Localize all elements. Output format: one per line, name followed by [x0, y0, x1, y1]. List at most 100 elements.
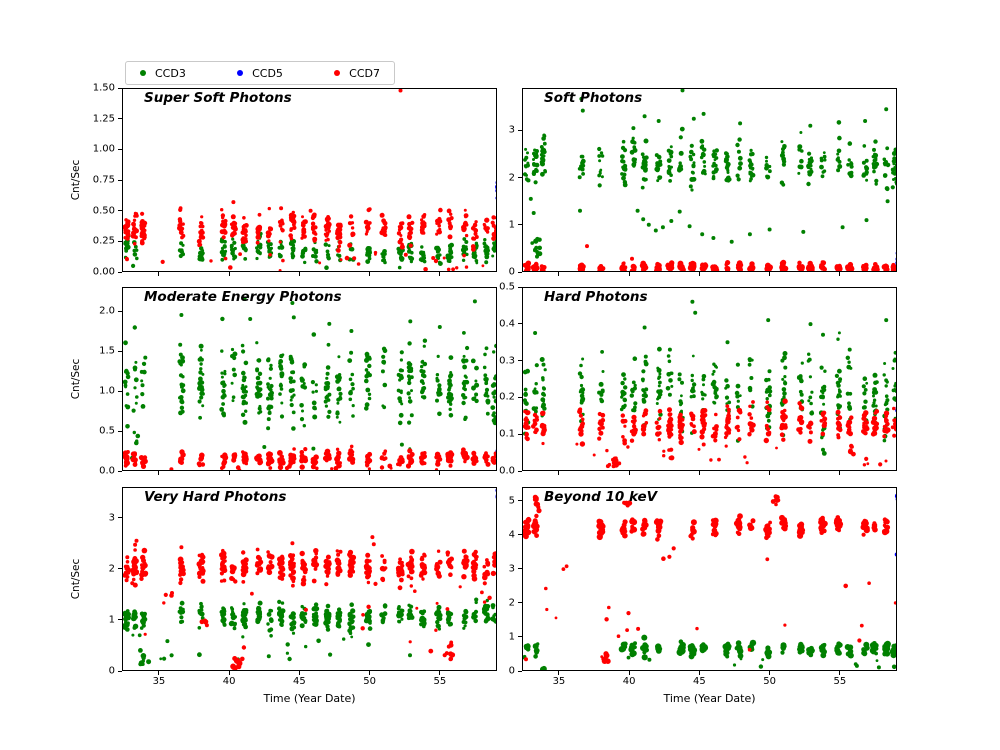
x-tick-mark [369, 471, 371, 475]
x-tick-label: 40 [222, 676, 236, 687]
x-tick-mark [769, 471, 771, 475]
x-tick-mark [439, 671, 441, 675]
y-tick-mark [518, 670, 522, 672]
y-axis-label: Cnt/Sec [70, 558, 82, 600]
y-tick-mark [518, 636, 522, 638]
y-tick-label: 0.5 [499, 281, 515, 293]
y-tick-label: 1.50 [92, 82, 115, 94]
x-tick-mark [298, 471, 300, 475]
x-tick-mark [439, 272, 441, 276]
x-tick-mark [558, 671, 560, 675]
y-tick-label: 5 [508, 495, 515, 507]
x-tick-label: 35 [152, 676, 166, 687]
y-tick-mark [118, 350, 122, 352]
y-tick-label: 0.3 [499, 355, 515, 367]
y-tick-mark [118, 430, 122, 432]
legend-entry-ccd3: CCD3 [140, 67, 186, 80]
subplot-super-soft-photons: Super Soft Photons Cnt/Sec 0.00 0.25 0.50 0… [70, 83, 497, 278]
y-tick-label: 2 [108, 563, 115, 575]
ccd5-marker-icon [237, 70, 244, 76]
y-tick-mark [118, 179, 122, 181]
x-tick-mark [158, 272, 160, 276]
y-tick-mark [118, 470, 122, 472]
x-tick-mark [628, 272, 630, 276]
y-tick-label: 0.2 [499, 391, 515, 403]
subplot-soft-photons: Soft Photons 0 1 2 3 [509, 88, 897, 278]
x-tick-mark [698, 272, 700, 276]
y-tick-mark [518, 500, 522, 502]
y-tick-mark [118, 271, 122, 273]
x-tick-mark [298, 272, 300, 276]
y-tick-mark [518, 568, 522, 570]
y-axis-label: Cnt/Sec [70, 358, 82, 400]
legend-label-ccd7: CCD7 [349, 66, 380, 80]
y-tick-mark [518, 470, 522, 472]
legend-entry-ccd7: CCD7 [334, 67, 380, 80]
y-tick-mark [118, 517, 122, 519]
y-tick-label: 1.25 [92, 113, 115, 125]
y-tick-label: 1.00 [92, 143, 115, 155]
x-tick-mark [558, 272, 560, 276]
y-tick-label: 4 [508, 529, 515, 541]
y-tick-mark [518, 271, 522, 273]
x-tick-label: 55 [433, 676, 447, 687]
y-tick-label: 0.1 [499, 428, 515, 440]
x-tick-mark [369, 671, 371, 675]
x-tick-mark [228, 671, 230, 675]
plot-frame [522, 88, 897, 272]
y-tick-mark [118, 118, 122, 120]
plot-frame [522, 487, 897, 671]
x-tick-mark [839, 671, 841, 675]
plot-frame [122, 287, 497, 471]
x-tick-mark [439, 471, 441, 475]
y-tick-label: 0 [108, 665, 115, 677]
plot-frame [122, 88, 497, 272]
y-tick-mark [118, 619, 122, 621]
x-tick-label: 50 [763, 676, 776, 687]
y-tick-label: 0.25 [92, 235, 115, 247]
x-tick-mark [769, 272, 771, 276]
y-tick-label: 0 [508, 266, 515, 278]
subplot-title: Super Soft Photons [144, 90, 292, 106]
y-tick-mark [518, 224, 522, 226]
x-tick-mark [839, 471, 841, 475]
y-tick-mark [518, 360, 522, 362]
y-tick-label: 0.00 [92, 266, 115, 278]
y-tick-mark [518, 534, 522, 536]
y-tick-mark [118, 310, 122, 312]
x-tick-mark [698, 471, 700, 475]
subplot-title: Hard Photons [544, 289, 648, 305]
x-tick-label: 50 [363, 676, 376, 687]
y-tick-label: 0.5 [99, 425, 115, 437]
y-tick-mark [118, 568, 122, 570]
scatter-points [522, 299, 897, 469]
y-tick-label: 2.0 [99, 305, 115, 317]
x-tick-mark [228, 471, 230, 475]
subplot-hard-photons: Hard Photons 0.0 0.1 0.2 0.3 0.4 0.5 [499, 282, 897, 477]
y-tick-mark [518, 286, 522, 288]
subplot-moderate-energy-photons: Moderate Energy Photons Cnt/Sec 0.0 0.5 1.… [70, 287, 497, 477]
x-tick-label: 35 [552, 676, 566, 687]
y-tick-mark [118, 87, 122, 89]
y-tick-label: 3 [508, 563, 515, 575]
y-tick-label: 0.4 [499, 318, 515, 330]
y-tick-label: 0.50 [92, 205, 115, 217]
y-tick-mark [518, 177, 522, 179]
subplot-title: Soft Photons [544, 90, 643, 106]
x-tick-mark [369, 272, 371, 276]
subplot-very-hard-photons: Very Hard Photons Cnt/Sec Time (Year Dat… [70, 487, 497, 705]
legend-entry-ccd5: CCD5 [237, 67, 283, 80]
y-tick-mark [118, 210, 122, 212]
legend: CCD3 CCD5 CCD7 [125, 61, 395, 85]
x-tick-label: 40 [622, 676, 636, 687]
y-tick-mark [118, 240, 122, 242]
scatter-points [122, 88, 497, 272]
y-tick-label: 1 [108, 614, 115, 626]
x-tick-mark [558, 471, 560, 475]
y-tick-mark [518, 433, 522, 435]
legend-label-ccd5: CCD5 [252, 66, 283, 80]
x-tick-mark [769, 671, 771, 675]
y-axis-label: Cnt/Sec [70, 159, 82, 201]
y-tick-mark [518, 129, 522, 131]
